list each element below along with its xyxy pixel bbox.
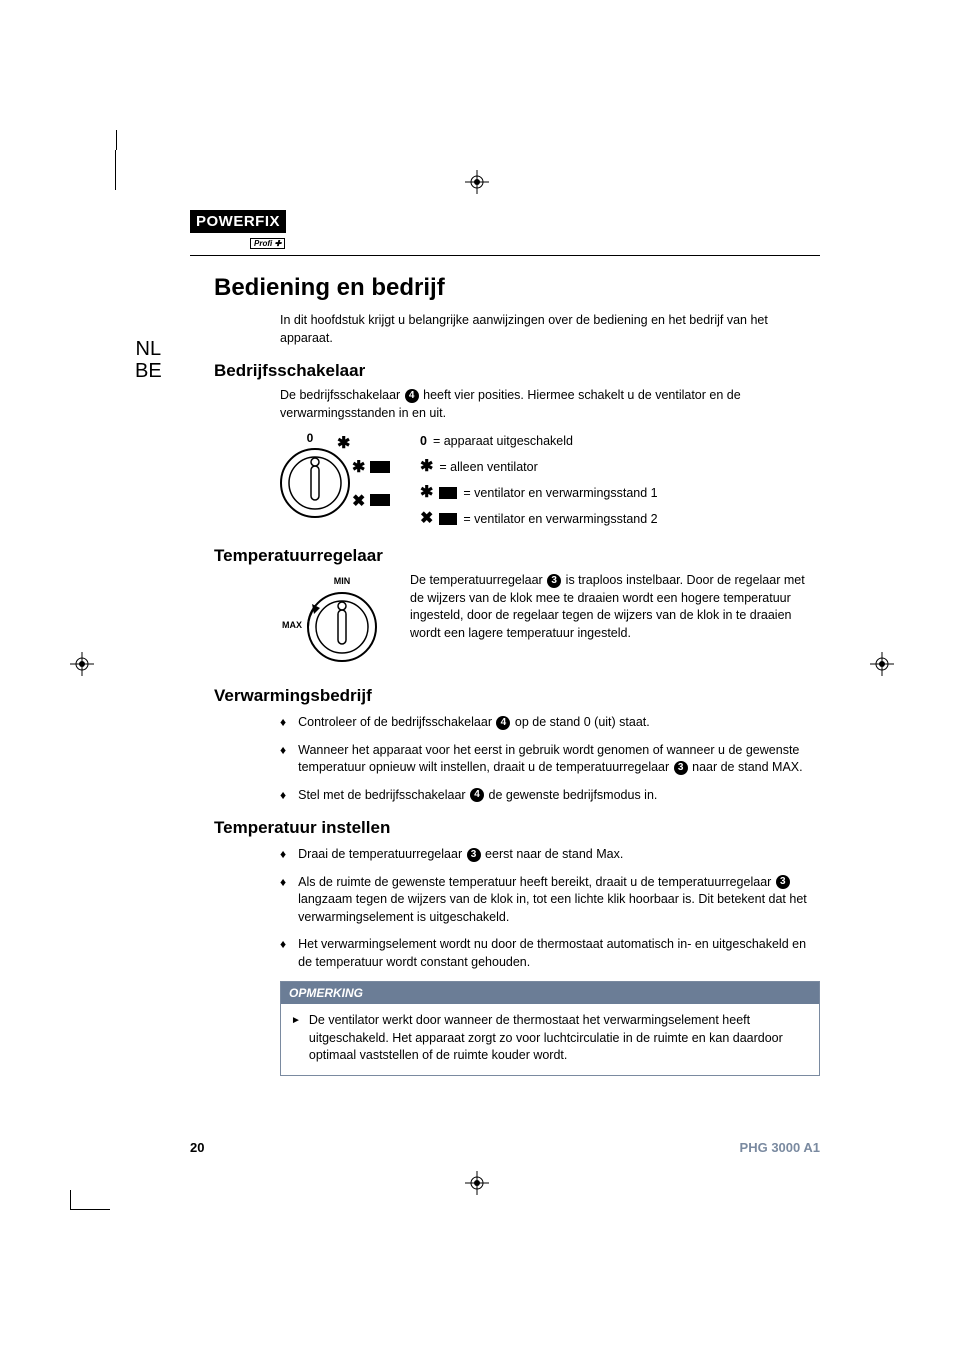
page-number: 20 [190, 1140, 204, 1155]
section-title-bedrijfsschakelaar: Bedrijfsschakelaar [214, 361, 820, 381]
svg-text:0: 0 [307, 431, 314, 445]
s2-diagram-row: MIN MAX De temperatuurregelaar 3 is trap… [280, 572, 820, 672]
s1-diagram-row: 0 ✱ ✱ ✖ 0 = apparaat uitgeschakeld ✱ = a… [280, 428, 820, 532]
diamond-icon: ♦ [280, 846, 286, 864]
legend-row: ✱ = ventilator en verwarmingsstand 1 [420, 480, 658, 506]
lang-nl: NL [135, 338, 162, 360]
s1-text: De bedrijfsschakelaar 4 heeft vier posit… [280, 387, 810, 422]
diamond-icon: ♦ [280, 936, 286, 971]
svg-text:MIN: MIN [334, 576, 351, 586]
page-footer: 20 PHG 3000 A1 [190, 1140, 820, 1155]
diamond-icon: ♦ [280, 787, 286, 805]
registration-mark-right [870, 652, 894, 676]
lang-be: BE [135, 360, 162, 382]
legend-row: ✖ = ventilator en verwarmingsstand 2 [420, 506, 658, 532]
header-rule [190, 255, 820, 256]
brand-name: POWERFIX [190, 210, 286, 233]
list-item: ♦Als de ruimte de gewenste temperatuur h… [280, 874, 820, 927]
svg-text:MAX: MAX [282, 620, 302, 630]
language-indicator: NL BE [135, 338, 162, 382]
triangle-icon: ► [291, 1014, 301, 1065]
temp-dial-icon: MIN MAX [280, 572, 390, 672]
list-item: ♦Controleer of de bedrijfsschakelaar 4 o… [280, 714, 820, 732]
list-item: ♦Wanneer het apparaat voor het eerst in … [280, 742, 820, 777]
fan-bold-icon: ✖ [420, 503, 433, 535]
svg-text:✱: ✱ [337, 435, 350, 452]
ref-badge: 3 [776, 875, 790, 889]
registration-mark-top [465, 170, 489, 194]
heat-box-icon [439, 513, 457, 525]
legend-row: ✱ = alleen ventilator [420, 454, 658, 480]
note-heading: OPMERKING [281, 982, 819, 1004]
list-item: ♦Het verwarmingselement wordt nu door de… [280, 936, 820, 971]
diamond-icon: ♦ [280, 714, 286, 732]
list-item: ♦Draai de temperatuurregelaar 3 eerst na… [280, 846, 820, 864]
section-title-temperatuurregelaar: Temperatuurregelaar [214, 546, 820, 566]
intro-text: In dit hoofdstuk krijgt u belangrijke aa… [280, 312, 810, 347]
diamond-icon: ♦ [280, 742, 286, 777]
ref-badge-4: 4 [405, 389, 419, 403]
section-title-temperatuur-instellen: Temperatuur instellen [214, 818, 820, 838]
brand-subline: Profi ✚ [250, 238, 285, 249]
legend-row: 0 = apparaat uitgeschakeld [420, 428, 658, 454]
section-title-verwarmingsbedrijf: Verwarmingsbedrijf [214, 686, 820, 706]
svg-text:✱: ✱ [352, 459, 365, 476]
note-body: ► De ventilator werkt door wanneer de th… [281, 1004, 819, 1075]
list-item: ♦Stel met de bedrijfsschakelaar 4 de gew… [280, 787, 820, 805]
registration-mark-bottom [465, 1171, 489, 1195]
crop-mark [115, 150, 155, 190]
ref-badge: 4 [496, 716, 510, 730]
ref-badge: 3 [467, 848, 481, 862]
page-title: Bediening en bedrijf [214, 274, 820, 302]
note-box: OPMERKING ► De ventilator werkt door wan… [280, 981, 820, 1076]
mode-dial-icon: 0 ✱ ✱ ✖ [280, 428, 400, 528]
registration-mark-left [70, 652, 94, 676]
page-content: POWERFIX Profi ✚ Bediening en bedrijf In… [190, 210, 820, 1076]
crop-mark [70, 1190, 110, 1210]
s4-bullets: ♦Draai de temperatuurregelaar 3 eerst na… [280, 846, 820, 971]
svg-text:✖: ✖ [352, 493, 365, 510]
mode-legend: 0 = apparaat uitgeschakeld ✱ = alleen ve… [420, 428, 658, 532]
ref-badge-3: 3 [547, 574, 561, 588]
model-number: PHG 3000 A1 [740, 1140, 820, 1155]
heat-box-icon [439, 487, 457, 499]
s2-text: De temperatuurregelaar 3 is traploos ins… [410, 572, 820, 642]
s3-bullets: ♦Controleer of de bedrijfsschakelaar 4 o… [280, 714, 820, 804]
diamond-icon: ♦ [280, 874, 286, 927]
ref-badge: 4 [470, 788, 484, 802]
brand-logo: POWERFIX Profi ✚ [190, 210, 820, 251]
ref-badge: 3 [674, 761, 688, 775]
